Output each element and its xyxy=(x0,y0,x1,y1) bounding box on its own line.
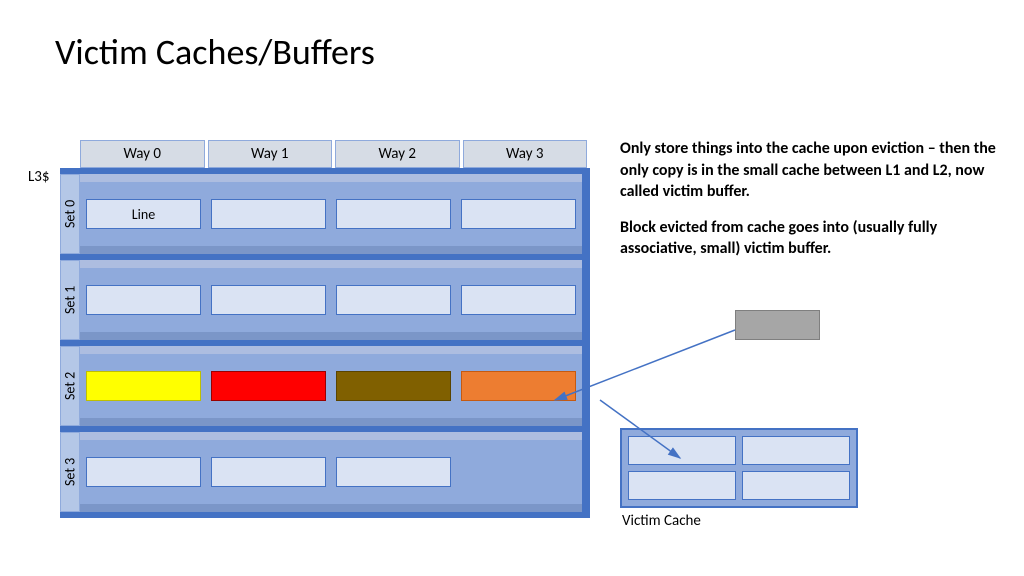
cache-line xyxy=(211,199,326,229)
set-label: Set 2 xyxy=(60,346,80,426)
cache-line xyxy=(461,285,576,315)
cache-line-orange xyxy=(461,371,576,401)
cache-line xyxy=(336,285,451,315)
cache-line xyxy=(86,285,201,315)
victim-cache-label: Victim Cache xyxy=(622,512,701,530)
set-label: Set 3 xyxy=(60,432,80,512)
cache-line-brown xyxy=(336,371,451,401)
cache-grid: Way 0 Way 1 Way 2 Way 3 Set 0 Set 1 Set … xyxy=(60,140,590,518)
cache-line xyxy=(336,199,451,229)
explain-p1: Only store things into the cache upon ev… xyxy=(620,138,1000,203)
set-row-2 xyxy=(80,346,582,426)
explain-p2: Block evicted from cache goes into (usua… xyxy=(620,217,1000,260)
cache-line xyxy=(211,285,326,315)
way-header: Way 3 xyxy=(463,140,588,168)
cache-line xyxy=(211,457,326,487)
way-header: Way 0 xyxy=(80,140,205,168)
set-row-0: Line xyxy=(80,174,582,254)
set-row-1 xyxy=(80,260,582,340)
cache-line xyxy=(336,457,451,487)
cache-line-yellow xyxy=(86,371,201,401)
cache-line xyxy=(86,457,201,487)
set-row-3 xyxy=(80,432,582,512)
set-label: Set 0 xyxy=(60,174,80,254)
victim-cell xyxy=(742,471,850,500)
victim-cache xyxy=(620,428,858,508)
l3-label: L3$ xyxy=(28,168,50,186)
slide-title: Victim Caches/Buffers xyxy=(55,30,375,74)
victim-cell xyxy=(628,471,736,500)
cache-line xyxy=(461,199,576,229)
way-header: Way 1 xyxy=(208,140,333,168)
way-header: Way 2 xyxy=(335,140,460,168)
rows-area: Line xyxy=(80,174,582,512)
set-labels-col: Set 0 Set 1 Set 2 Set 3 xyxy=(60,174,80,512)
victim-cell xyxy=(742,436,850,465)
cache-line: Line xyxy=(86,199,201,229)
explanation-text: Only store things into the cache upon ev… xyxy=(620,138,1000,274)
way-header-row: Way 0 Way 1 Way 2 Way 3 xyxy=(80,140,590,168)
evicted-block xyxy=(735,310,820,340)
set-label: Set 1 xyxy=(60,260,80,340)
victim-cell xyxy=(628,436,736,465)
cache-line-red xyxy=(211,371,326,401)
cache-body: Set 0 Set 1 Set 2 Set 3 Line xyxy=(60,168,590,518)
